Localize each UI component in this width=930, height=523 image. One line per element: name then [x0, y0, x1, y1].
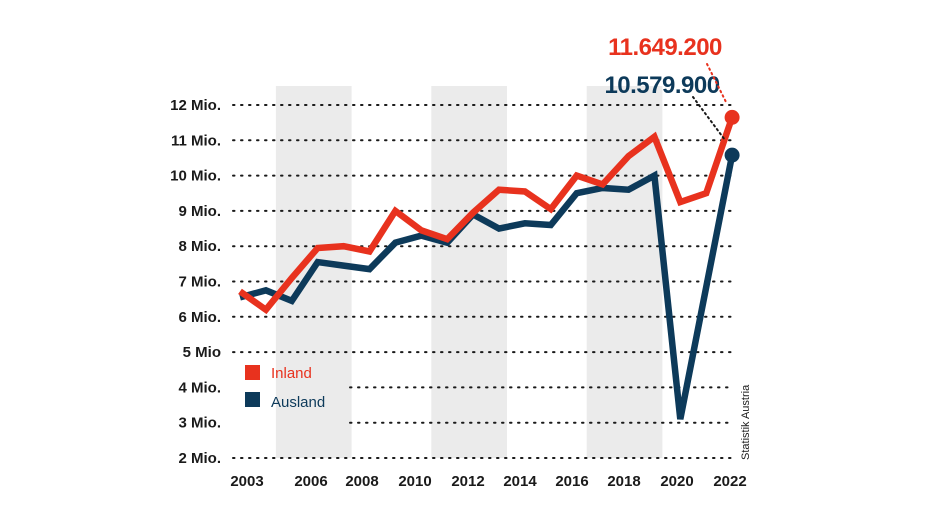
y-tick-label: 7 Mio. [178, 274, 221, 291]
y-tick-label: 10 Mio. [170, 168, 221, 185]
x-tick-label: 2018 [607, 473, 640, 490]
shaded-bands [275, 86, 663, 458]
y-axis-ticks: 12 Mio. 11 Mio. 10 Mio. 9 Mio. 8 Mio. 7 Mio. 6… [170, 97, 221, 467]
y-tick-label: 3 Mio. [178, 415, 221, 432]
legend: Inland Ausland [245, 365, 325, 411]
x-tick-label: 2022 [713, 473, 746, 490]
y-tick-label: 2 Mio. [178, 450, 221, 467]
x-tick-label: 2014 [503, 473, 537, 490]
x-tick-label: 2008 [345, 473, 378, 490]
shaded-band [431, 86, 507, 458]
x-tick-label: 2010 [398, 473, 431, 490]
y-tick-label: 5 Mio [183, 344, 221, 361]
y-tick-label: 12 Mio. [170, 97, 221, 114]
annotation-ausland: 10.579.900 [604, 72, 719, 99]
annotation-inland: 11.649.200 [608, 34, 722, 61]
x-tick-label: 2020 [660, 473, 693, 490]
legend-swatch-inland [245, 365, 260, 380]
gridlines [232, 104, 735, 459]
shaded-band [586, 86, 663, 458]
annotations: 11.649.200 10.579.900 [604, 34, 728, 141]
source-label: Statistik Austria [740, 384, 752, 460]
x-tick-label: 2003 [230, 473, 263, 490]
legend-swatch-ausland [245, 392, 260, 407]
annotation-connector-ausland [692, 96, 726, 141]
x-tick-label: 2012 [451, 473, 484, 490]
y-tick-label: 4 Mio. [178, 379, 221, 396]
y-tick-label: 8 Mio. [178, 238, 221, 255]
series-line-ausland [239, 154, 736, 420]
legend-label-inland: Inland [271, 365, 312, 382]
x-tick-label: 2016 [555, 473, 588, 490]
annotation-connector-inland [706, 63, 728, 105]
x-tick-label: 2006 [294, 473, 327, 490]
y-tick-label: 6 Mio. [178, 309, 221, 326]
y-tick-label: 9 Mio. [178, 203, 221, 220]
series-lines [238, 109, 740, 420]
y-tick-label: 11 Mio. [171, 132, 221, 149]
endpoint-marker-inland [724, 109, 740, 125]
series-line-inland [238, 116, 736, 315]
x-axis-ticks: 2003 2006 2008 2010 2012 2014 2016 2018 2020 2022 [230, 473, 746, 490]
legend-label-ausland: Ausland [271, 394, 325, 411]
endpoint-marker-ausland [724, 147, 740, 163]
